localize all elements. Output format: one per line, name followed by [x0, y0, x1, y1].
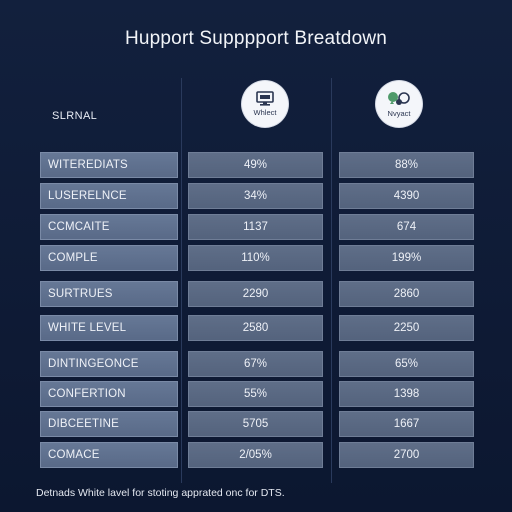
column-logo-2-text: Nvyact — [387, 109, 411, 118]
row-value-col2: 88% — [339, 152, 474, 178]
row-value-col2: 4390 — [339, 183, 474, 209]
row-label: COMACE — [40, 442, 178, 468]
column-divider — [181, 78, 182, 483]
row-value-col1: 2580 — [188, 315, 323, 341]
row-value-col1: 34% — [188, 183, 323, 209]
monitor-icon — [256, 91, 274, 106]
row-label: SURTRUES — [40, 281, 178, 307]
page-title: Hupport Supppport Breatdown — [124, 28, 388, 49]
row-header-label: SLRNAL — [52, 110, 98, 122]
column-divider — [331, 78, 332, 483]
row-value-col2: 199% — [339, 245, 474, 271]
row-value-col2: 2700 — [339, 442, 474, 468]
row-label: WITEREDIATS — [40, 152, 178, 178]
column-logo-1-text: Whlect — [253, 108, 277, 117]
row-value-col2: 2250 — [339, 315, 474, 341]
row-label: WHITE LEVEL — [40, 315, 178, 341]
row-value-col2: 674 — [339, 214, 474, 240]
row-value-col1: 55% — [188, 381, 323, 407]
column-logo-1: Whlect — [242, 81, 288, 127]
chat-people-icon — [388, 92, 410, 105]
row-value-col2: 65% — [339, 351, 474, 377]
row-value-col1: 2/05% — [188, 442, 323, 468]
row-value-col2: 1667 — [339, 411, 474, 437]
footnote: Detnads White lavel for stoting apprated… — [36, 487, 285, 499]
row-label: LUSERELNCE — [40, 183, 178, 209]
row-label: COMPLE — [40, 245, 178, 271]
row-value-col2: 1398 — [339, 381, 474, 407]
row-label: CCMCAITE — [40, 214, 178, 240]
column-logo-2: Nvyact — [376, 81, 422, 127]
row-value-col1: 2290 — [188, 281, 323, 307]
row-value-col2: 2860 — [339, 281, 474, 307]
row-value-col1: 67% — [188, 351, 323, 377]
row-value-col1: 49% — [188, 152, 323, 178]
row-value-col1: 110% — [188, 245, 323, 271]
row-value-col1: 1137 — [188, 214, 323, 240]
row-label: DINTINGEONCE — [40, 351, 178, 377]
row-label: DIBCEETINE — [40, 411, 178, 437]
row-label: CONFERTION — [40, 381, 178, 407]
row-value-col1: 5705 — [188, 411, 323, 437]
